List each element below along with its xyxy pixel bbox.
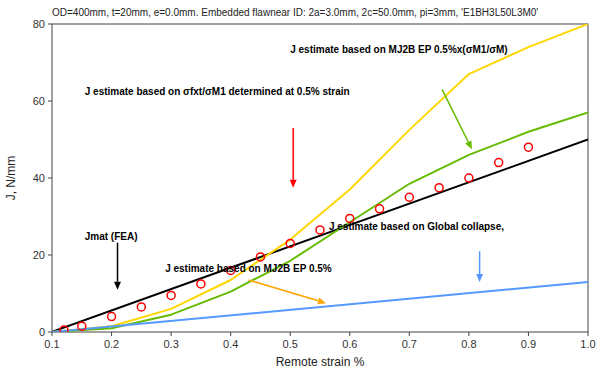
chart: 0.1 0.2 0.3 0.4 0.5 0.6 0.7 0.8 0.9 1.0 0 20 40 60 80 R… — [0, 0, 600, 374]
x-tick-label: 0.9 — [521, 338, 536, 350]
x-tick-label: 1.0 — [580, 338, 595, 350]
x-tick — [111, 332, 112, 336]
y-tick-label: 40 — [33, 172, 45, 184]
x-tick — [588, 332, 589, 336]
series-line — [52, 113, 588, 332]
y-tick — [48, 255, 52, 256]
title: OD=400mm, t=20mm, e=0.0mm. Embedded flaw… — [52, 7, 538, 18]
annotation-text: J estimate based on Global collapse, — [329, 221, 504, 232]
fea-point — [108, 313, 116, 321]
fea-point — [256, 253, 264, 261]
annotation-text: J estimate based on σfxt/σM1 determined … — [85, 86, 350, 97]
annotation-text: Jmat (FEA) — [85, 231, 138, 242]
x-tick-label: 0.5 — [283, 338, 298, 350]
x-tick — [349, 332, 350, 336]
annotation-arrow-head — [317, 297, 326, 304]
annotations: Jmat (FEA) J estimate based on MJ2B EP 0.… — [85, 44, 508, 304]
x-tick-label: 0.2 — [104, 338, 119, 350]
annotation-arrow-shaft — [249, 280, 319, 301]
x-tick — [171, 332, 172, 336]
fea-point — [197, 280, 205, 288]
fea-point — [376, 205, 384, 213]
series-line — [52, 140, 588, 332]
annotation-arrow-head — [114, 282, 121, 290]
annotation-arrow-shaft — [479, 251, 481, 274]
lines — [52, 24, 588, 332]
x-tick-label: 0.1 — [44, 338, 59, 350]
y-tick-label: 20 — [33, 249, 45, 261]
y-tick-label: 0 — [39, 326, 45, 338]
fea-point — [465, 174, 473, 182]
annotation-text: J estimate based on MJ2B EP 0.5%x(σM1/σM… — [290, 44, 507, 55]
annotation-arrow-head — [476, 274, 483, 282]
points — [60, 143, 533, 332]
y-tick — [48, 24, 52, 25]
fea-point — [495, 159, 503, 167]
x-tick — [528, 332, 529, 336]
fea-point — [405, 193, 413, 201]
fea-point — [78, 322, 86, 330]
y-tick-label: 80 — [33, 18, 45, 30]
x-tick — [468, 332, 469, 336]
x-tick — [290, 332, 291, 336]
annotation-arrow-shaft — [292, 128, 294, 180]
annotation-arrow-head — [465, 140, 472, 149]
y-tick — [48, 332, 52, 333]
plot-frame — [52, 24, 588, 332]
x-tick-label: 0.3 — [163, 338, 178, 350]
series-line — [52, 282, 588, 332]
x-tick-label: 0.6 — [342, 338, 357, 350]
y-tick — [48, 101, 52, 102]
x-tick — [52, 332, 53, 336]
fea-point — [435, 184, 443, 192]
x-tick — [230, 332, 231, 336]
fea-point — [167, 291, 175, 299]
x-axis-label: Remote strain % — [276, 355, 365, 369]
annotation-arrow-head — [290, 180, 297, 188]
fea-point — [137, 303, 145, 311]
fea-point — [316, 226, 324, 234]
y-tick — [48, 178, 52, 179]
fea-point — [524, 143, 532, 151]
x-tick — [409, 332, 410, 336]
annotation-text: J estimate based on MJ2B EP 0.5% — [165, 263, 332, 274]
y-axis-label: J, N/mm — [4, 156, 18, 201]
x-tick-label: 0.7 — [402, 338, 417, 350]
x-tick-label: 0.4 — [223, 338, 238, 350]
annotation-arrow-shaft — [442, 89, 468, 142]
annotation-arrow-shaft — [117, 243, 119, 282]
data-layer — [52, 24, 588, 332]
x-tick-label: 0.8 — [461, 338, 476, 350]
fea-point — [286, 239, 294, 247]
y-tick-label: 60 — [33, 95, 45, 107]
series-line — [52, 24, 588, 332]
fea-point — [60, 326, 68, 332]
